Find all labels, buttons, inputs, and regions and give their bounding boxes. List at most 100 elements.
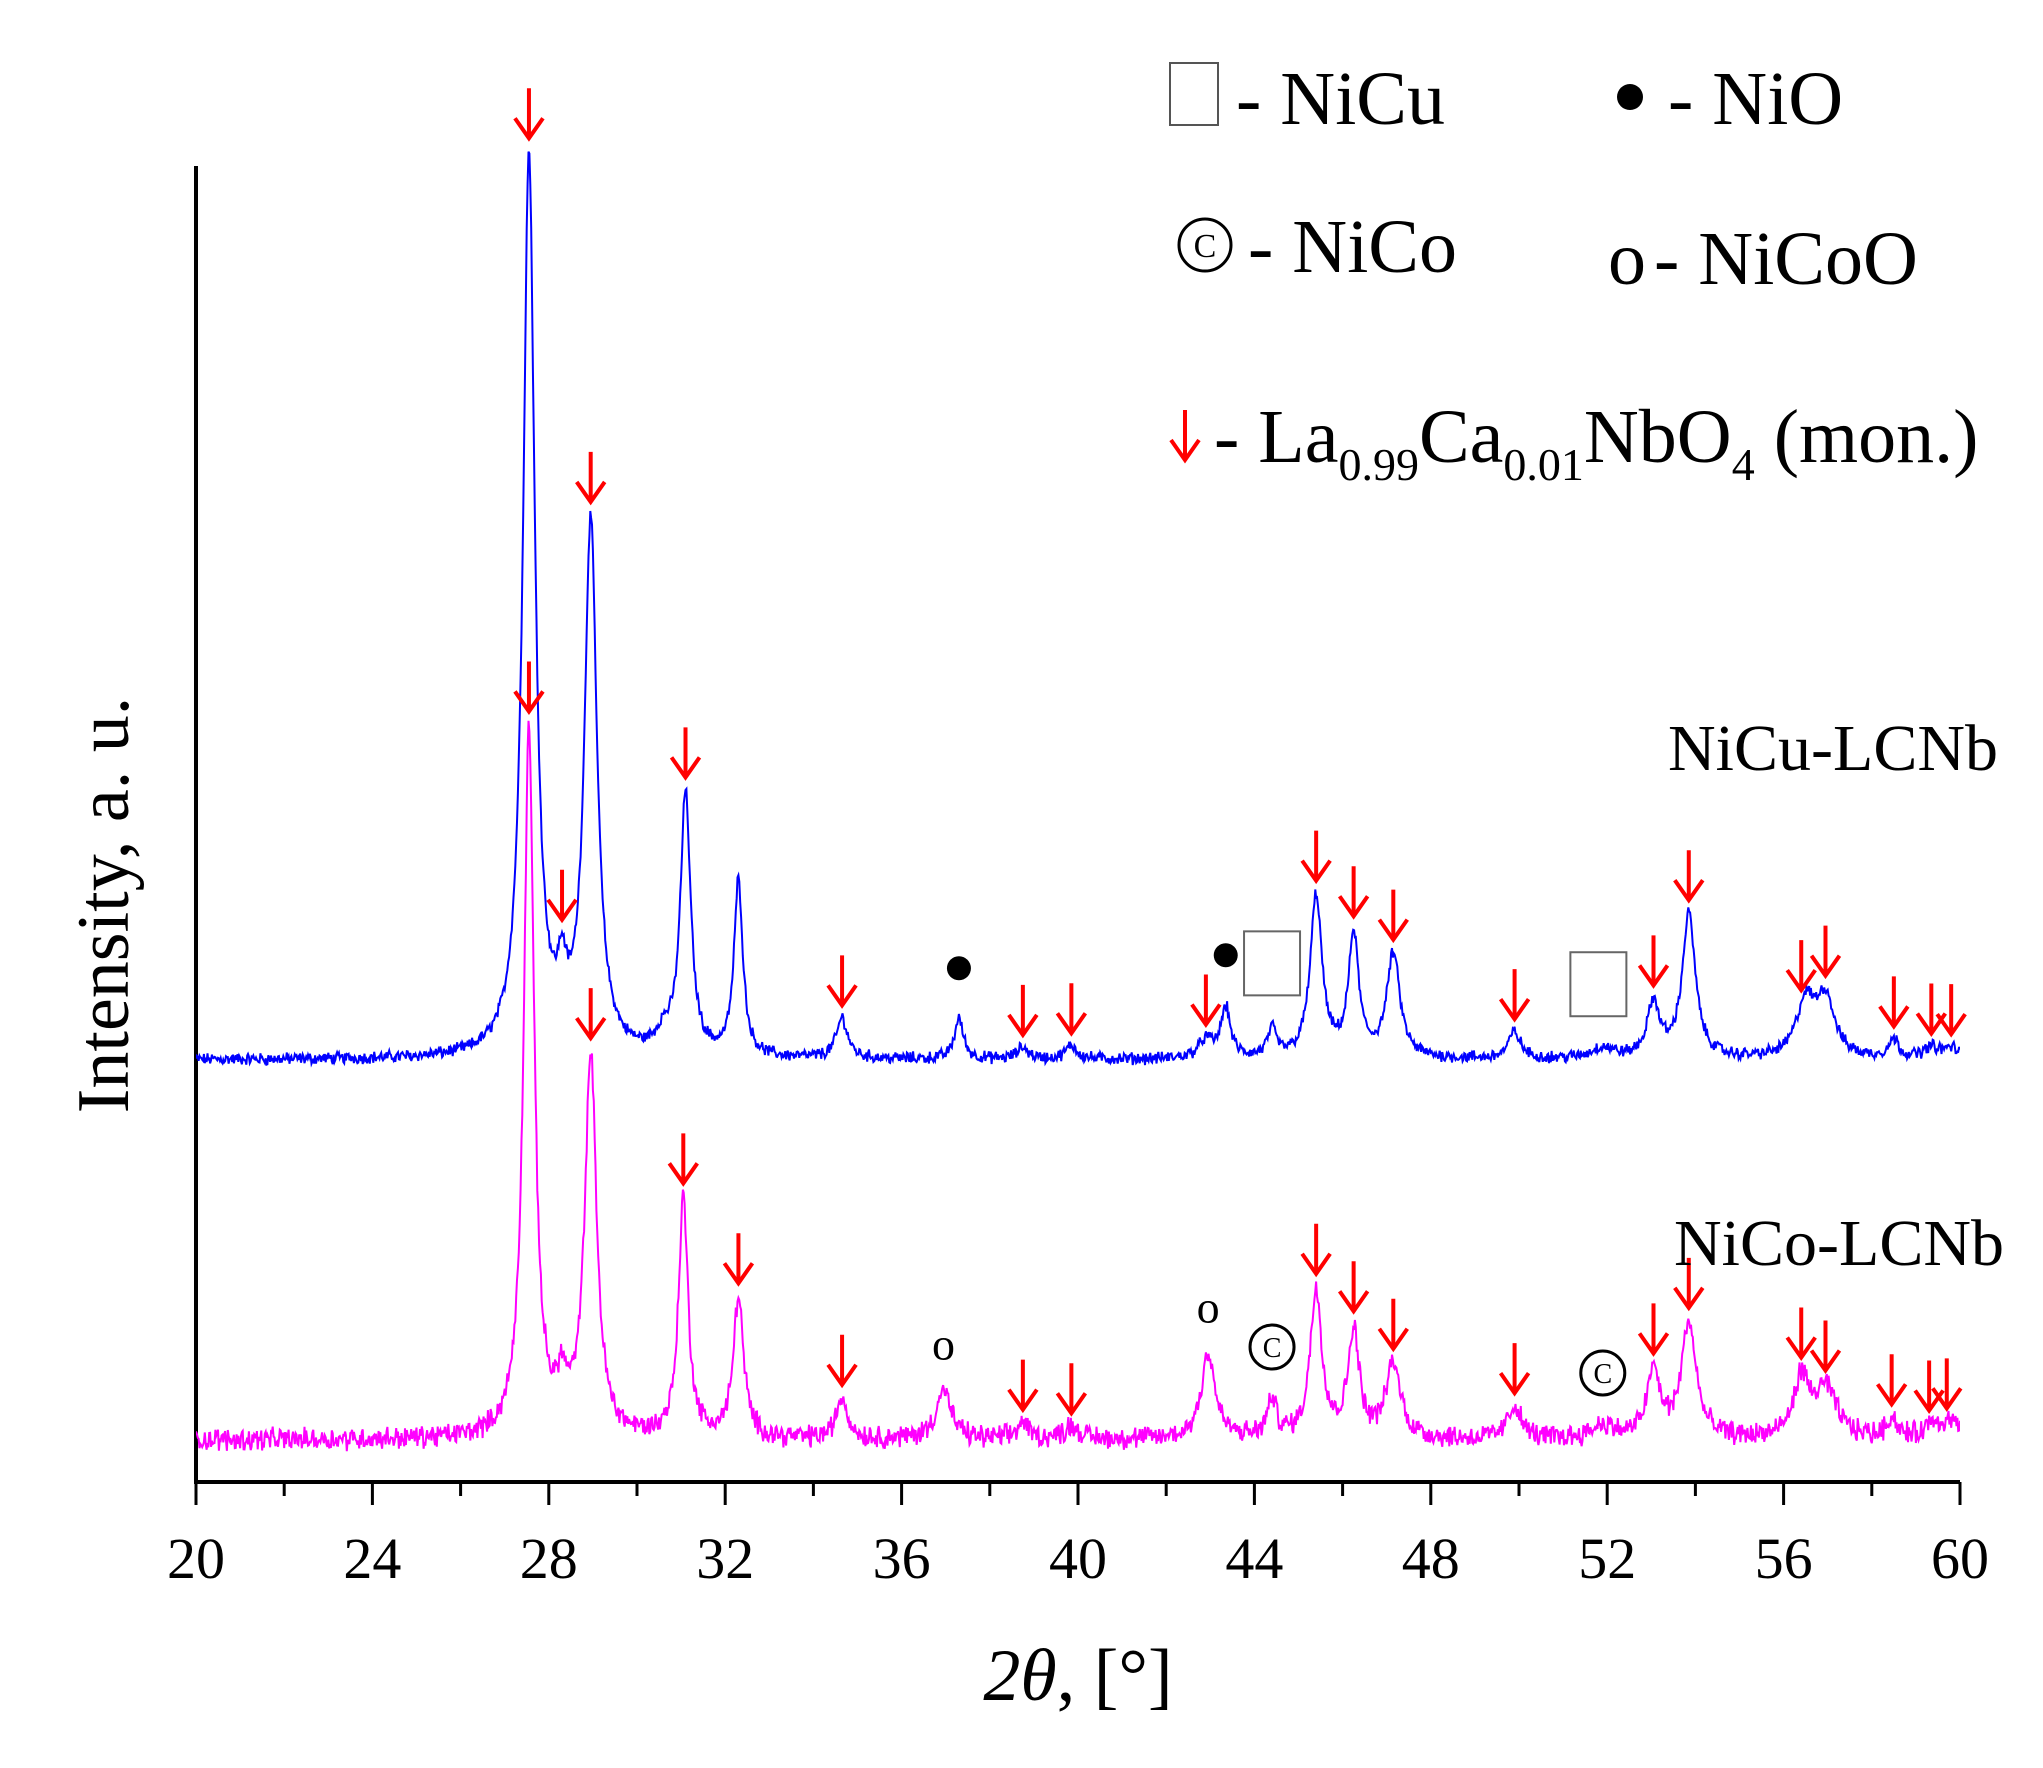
series-line-nicu bbox=[196, 151, 1960, 1068]
phase-arrow-marker bbox=[669, 727, 702, 781]
legend-lcnb-sub1: 0.99 bbox=[1338, 439, 1419, 490]
phase-arrow-marker bbox=[1498, 1343, 1531, 1397]
legend-lcnb-sub3: 4 bbox=[1732, 439, 1755, 490]
x-tick-label: 56 bbox=[1755, 1526, 1813, 1591]
arrow-head bbox=[1809, 954, 1842, 980]
copyright-ring bbox=[1248, 1323, 1296, 1371]
copyright-letter: C bbox=[1263, 1333, 1282, 1364]
x-tick-label: 60 bbox=[1931, 1526, 1989, 1591]
arrow-head bbox=[1935, 1012, 1967, 1038]
arrow-head bbox=[1673, 1286, 1705, 1312]
arrow-head bbox=[1190, 1003, 1222, 1028]
series-label-nicu: NiCu-LCNb bbox=[1668, 712, 1998, 785]
phase-arrow-marker bbox=[1637, 1303, 1670, 1357]
arrow-head bbox=[826, 984, 858, 1009]
legend-arrow-symbol bbox=[1169, 410, 1201, 464]
arrow-head bbox=[1637, 1332, 1670, 1357]
phase-arrow-marker bbox=[575, 988, 607, 1042]
phase-arrow-marker bbox=[1876, 1354, 1908, 1408]
peak-markers: o o C C bbox=[513, 88, 1967, 1417]
legend-text-nicoo: - NiCoO bbox=[1654, 217, 1918, 301]
legend-text-nicu: - NiCu bbox=[1236, 57, 1445, 141]
phase-arrow-marker bbox=[575, 451, 607, 506]
x-tick-label: 36 bbox=[873, 1526, 931, 1591]
arrow-head bbox=[1007, 1388, 1039, 1414]
phase-arrow-marker bbox=[1785, 940, 1817, 994]
nicoo-o-marker: o bbox=[932, 1318, 955, 1369]
phase-arrow-marker bbox=[722, 1233, 755, 1287]
arrow-head bbox=[1007, 1013, 1039, 1039]
phase-arrow-marker bbox=[1300, 1223, 1332, 1278]
arrow-head bbox=[1637, 964, 1670, 989]
legend-text-lcnb: - La0.99Ca0.01NbO4 (mon.) bbox=[1214, 395, 1978, 490]
arrow-head bbox=[826, 1363, 858, 1389]
phase-arrow-marker bbox=[1007, 1359, 1039, 1414]
phase-arrow-marker bbox=[1337, 1261, 1370, 1315]
legend-text-nio: - NiO bbox=[1668, 57, 1843, 141]
phase-arrow-marker bbox=[1809, 1320, 1842, 1375]
x-tick-label: 52 bbox=[1578, 1526, 1636, 1591]
axes: 20 24 28 32 36 40 44 48 52 56 60 bbox=[167, 166, 1989, 1591]
legend-copyright-symbol bbox=[1177, 217, 1233, 273]
arrow-head bbox=[1055, 1392, 1088, 1417]
arrow-head bbox=[1377, 1327, 1409, 1353]
phase-arrow-marker bbox=[1673, 850, 1705, 904]
phase-arrow-marker bbox=[1377, 889, 1409, 944]
arrow-head bbox=[1498, 1371, 1531, 1397]
arrow-head bbox=[1169, 438, 1201, 464]
arrow-head bbox=[575, 1016, 607, 1042]
series-line-nico bbox=[196, 720, 1960, 1452]
legend-dot-symbol bbox=[1617, 84, 1643, 110]
legend-lcnb-suffix: (mon.) bbox=[1755, 395, 1979, 479]
arrow-head bbox=[1337, 895, 1370, 920]
x-axis-title: 2θ, [°] bbox=[983, 1635, 1172, 1717]
phase-arrow-marker bbox=[826, 1334, 858, 1389]
legend-lcnb-prefix: - La bbox=[1214, 395, 1338, 479]
arrow-head bbox=[722, 1262, 755, 1287]
arrow-head bbox=[669, 756, 702, 781]
arrow-head bbox=[1055, 1012, 1088, 1037]
phase-arrow-marker bbox=[1055, 1363, 1088, 1417]
legend-lcnb-mid: Ca bbox=[1419, 395, 1503, 479]
arrow-head bbox=[1300, 1252, 1332, 1278]
y-axis-title: Intensity, a. u. bbox=[63, 697, 145, 1114]
phase-arrow-marker bbox=[826, 955, 858, 1009]
phase-arrow-marker bbox=[1673, 1257, 1705, 1312]
x-axis-title-unit: , [°] bbox=[1057, 1635, 1173, 1717]
arrow-head bbox=[1673, 879, 1705, 904]
arrow-head bbox=[1785, 1336, 1817, 1362]
arrow-head bbox=[1498, 998, 1531, 1023]
phase-arrow-marker bbox=[1498, 969, 1531, 1023]
legend-square-symbol bbox=[1169, 62, 1219, 126]
phase-arrow-marker bbox=[1935, 984, 1967, 1038]
arrow-head bbox=[1876, 1383, 1908, 1408]
nio-dot-marker bbox=[946, 956, 971, 981]
legend-lcnb-tail: NbO bbox=[1584, 395, 1732, 479]
phase-arrow-marker bbox=[1915, 983, 1947, 1037]
arrow-head bbox=[1300, 859, 1332, 885]
phase-arrow-marker bbox=[1785, 1307, 1817, 1362]
x-tick-label: 40 bbox=[1049, 1526, 1107, 1591]
phase-arrow-marker bbox=[1809, 925, 1842, 980]
copyright-letter: C bbox=[1593, 1359, 1612, 1390]
series-label-nico: NiCo-LCNb bbox=[1674, 1207, 2004, 1280]
legend-copyright-letter: C bbox=[1194, 228, 1217, 265]
nico-copyright-marker: C bbox=[1248, 1323, 1296, 1371]
phase-arrow-marker bbox=[546, 869, 578, 924]
arrow-head bbox=[546, 898, 578, 924]
phase-arrow-marker bbox=[1300, 830, 1332, 885]
arrow-head bbox=[1809, 1349, 1842, 1375]
x-tick-label: 32 bbox=[696, 1526, 754, 1591]
arrow-head bbox=[1377, 918, 1409, 944]
phase-arrow-marker bbox=[1931, 1358, 1963, 1412]
x-tick-label: 44 bbox=[1225, 1526, 1283, 1591]
x-tick-label: 48 bbox=[1402, 1526, 1460, 1591]
nicoo-o-marker: o bbox=[1197, 1281, 1220, 1332]
arrow-head bbox=[667, 1162, 699, 1187]
phase-arrow-marker bbox=[1377, 1298, 1409, 1353]
legend-arrow-glyph bbox=[1169, 410, 1201, 464]
nicu-square-marker bbox=[1243, 930, 1302, 997]
x-tick-label: 20 bbox=[167, 1526, 225, 1591]
legend-lcnb-sub2: 0.01 bbox=[1503, 439, 1584, 490]
